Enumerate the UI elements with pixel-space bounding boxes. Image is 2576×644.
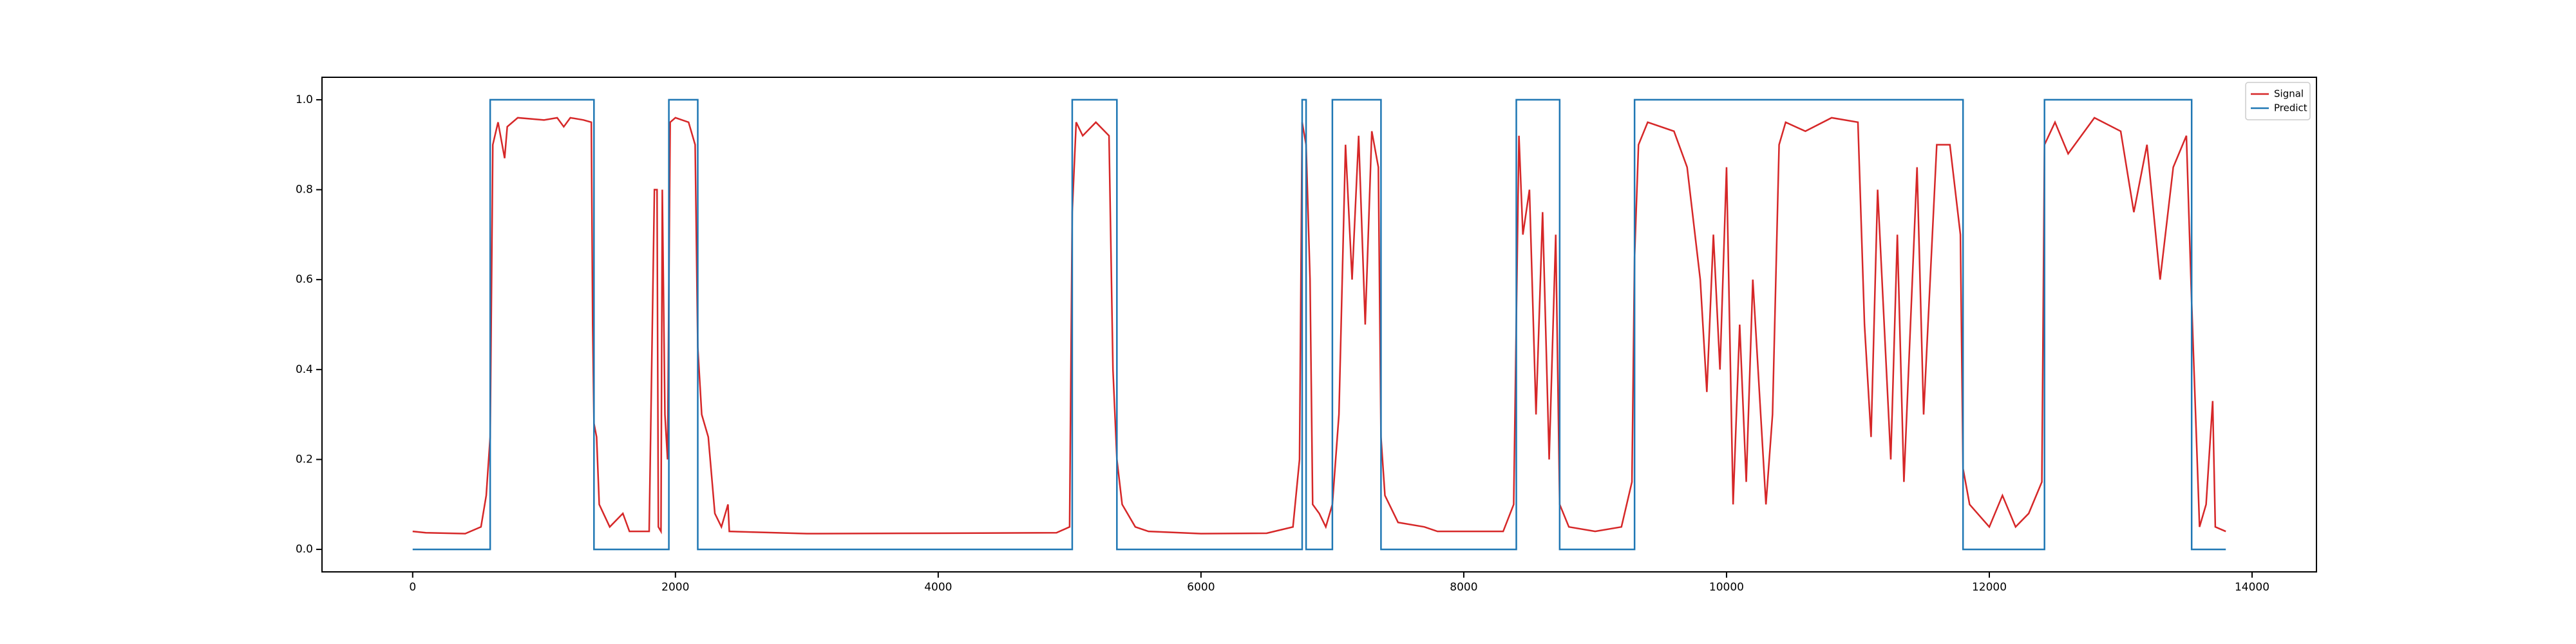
legend: Signal Predict	[2245, 82, 2311, 120]
y-tick-label: 1.0	[296, 93, 313, 106]
x-tick-label: 8000	[1450, 581, 1477, 594]
x-tick-label: 4000	[924, 581, 952, 594]
legend-box	[2245, 82, 2311, 120]
series-line	[412, 117, 2226, 535]
y-tick-label: 0.6	[296, 273, 313, 286]
y-tick-label: 0.2	[296, 453, 313, 466]
x-tick-label: 14000	[2235, 581, 2269, 594]
y-tick-label: 0.8	[296, 184, 313, 196]
x-tick-label: 12000	[1972, 581, 2007, 594]
x-tick-label: 0	[409, 581, 416, 594]
y-tick-label: 0.0	[296, 543, 313, 556]
series-line	[412, 99, 2226, 551]
x-tick-label: 10000	[1709, 581, 1744, 594]
x-tick-label: 6000	[1187, 581, 1215, 594]
y-tick-label: 0.4	[296, 363, 313, 376]
x-tick-label: 2000	[661, 581, 689, 594]
plot-frame	[321, 77, 2317, 573]
legend-label: Signal	[2274, 88, 2304, 100]
legend-label: Predict	[2274, 102, 2307, 114]
